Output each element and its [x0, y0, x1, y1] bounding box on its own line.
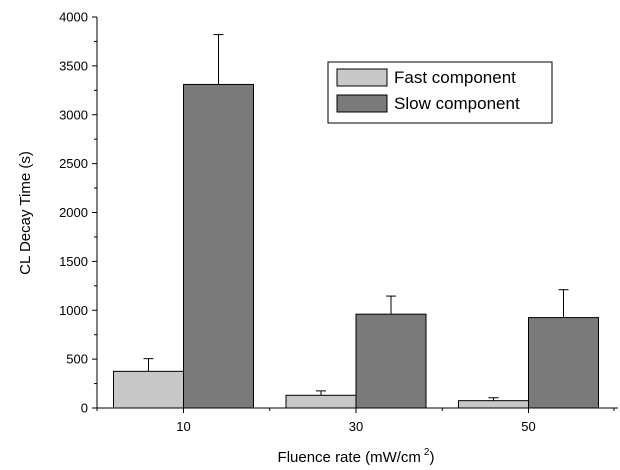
bar-fast-10 [113, 370, 184, 409]
legend-label-slow: Slow component [394, 94, 520, 113]
x-tick-label: 10 [176, 419, 190, 434]
x-axis-title-superscript: 2 [424, 447, 430, 458]
y-tick-label: 0 [81, 401, 88, 416]
y-tick-label: 3000 [59, 107, 88, 122]
x-tick-label: 50 [521, 419, 535, 434]
legend-label-fast: Fast component [394, 68, 516, 87]
bar-slow-10 [183, 83, 254, 409]
y-tick-label: 3500 [59, 58, 88, 73]
y-tick-label: 4000 [59, 10, 88, 25]
bar-slow-30 [355, 313, 427, 409]
legend: Fast component Slow component [327, 61, 553, 124]
bar-slow-50 [528, 317, 599, 409]
bars-group [113, 83, 599, 409]
y-axis-title: CL Decay Time (s) [17, 151, 34, 275]
x-axis-title: Fluence rate (mW/cm 2) [278, 447, 435, 466]
x-tick-label: 30 [349, 419, 363, 434]
y-tick-label: 2500 [59, 156, 88, 171]
x-axis-title-main: Fluence rate (mW/cm [278, 449, 421, 466]
legend-swatch-fast [336, 68, 388, 87]
y-tick-label: 500 [66, 352, 88, 367]
bar-fast-30 [285, 394, 357, 409]
y-tick-label: 1500 [59, 254, 88, 269]
y-tick-label: 2000 [59, 205, 88, 220]
error-bars-group [143, 34, 569, 401]
x-axis-title-close: ) [429, 449, 434, 466]
bar-fast-50 [458, 400, 529, 409]
legend-swatch-slow [336, 94, 388, 113]
y-tick-label: 1000 [59, 303, 88, 318]
axes-group: 0 500 1000 1500 2000 2500 3000 3500 4000 10 30 50 [59, 10, 618, 434]
